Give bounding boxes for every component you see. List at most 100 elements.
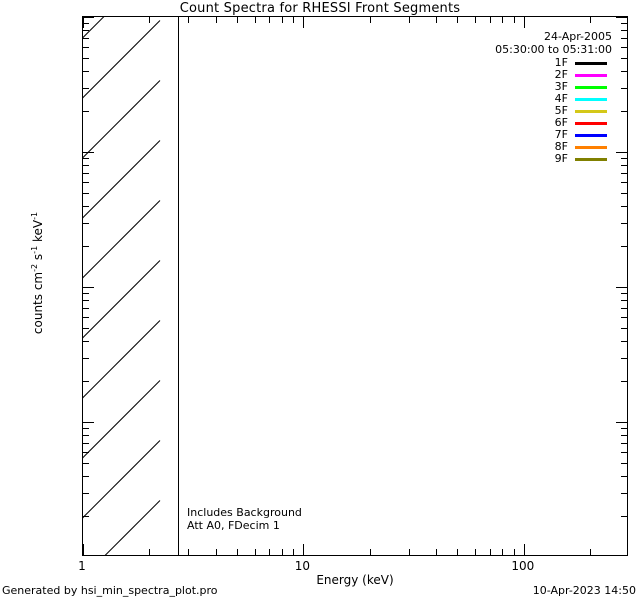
legend-color-swatch xyxy=(575,145,607,149)
legend-item-7f[interactable]: 7F xyxy=(404,129,620,141)
y-minor-tick xyxy=(83,492,89,494)
hatched-region-edge xyxy=(178,17,179,555)
legend-item-5f[interactable]: 5F xyxy=(404,105,620,117)
x-minor-tick xyxy=(474,549,476,555)
legend-item-2f[interactable]: 2F xyxy=(404,69,620,81)
y-minor-tick xyxy=(83,428,89,430)
legend-label: 1F xyxy=(554,56,568,69)
legend-color-swatch xyxy=(575,109,607,113)
plot-area: Includes Background Att A0, FDecim 1 xyxy=(82,16,628,556)
y-minor-tick xyxy=(83,222,89,224)
y-minor-tick xyxy=(83,442,89,444)
y-minor-tick xyxy=(83,37,89,39)
legend-label: 4F xyxy=(554,92,568,105)
y-minor-tick xyxy=(83,192,89,194)
y-minor-tick xyxy=(621,316,627,318)
y-minor-tick xyxy=(83,462,89,464)
x-tick-label: 1 xyxy=(78,559,86,573)
legend-item-3f[interactable]: 3F xyxy=(404,81,620,93)
legend-color-swatch xyxy=(575,85,607,89)
y-minor-tick xyxy=(621,462,627,464)
y-minor-tick xyxy=(83,165,89,167)
legend-color-swatch xyxy=(575,97,607,101)
observation-date: 24-Apr-2005 xyxy=(543,30,612,43)
x-minor-tick xyxy=(254,17,256,23)
footer-generated-by: Generated by hsi_min_spectra_plot.pro xyxy=(2,584,218,597)
legend-color-swatch xyxy=(575,61,607,65)
y-minor-tick xyxy=(621,181,627,183)
x-major-tick xyxy=(83,17,84,28)
x-minor-tick xyxy=(369,549,371,555)
y-minor-tick xyxy=(621,23,627,25)
chart-title: Count Spectra for RHESSI Front Segments xyxy=(179,1,461,16)
legend-item-6f[interactable]: 6F xyxy=(404,117,620,129)
y-major-tick xyxy=(83,287,94,288)
y-minor-tick xyxy=(621,70,627,72)
x-minor-tick xyxy=(513,549,515,555)
y-minor-tick xyxy=(621,246,627,248)
x-minor-tick xyxy=(149,17,151,23)
y-axis-exp-1: -2 xyxy=(30,263,39,272)
legend-label: 5F xyxy=(554,104,568,117)
y-minor-tick xyxy=(83,46,89,48)
y-minor-tick xyxy=(621,46,627,48)
x-minor-tick xyxy=(282,17,284,23)
y-minor-tick xyxy=(621,327,627,329)
y-minor-tick xyxy=(621,357,627,359)
hatch-line xyxy=(83,17,161,138)
y-minor-tick xyxy=(83,87,89,89)
legend-item-4f[interactable]: 4F xyxy=(404,93,620,105)
x-minor-tick xyxy=(293,549,295,555)
hatched-excluded-region xyxy=(83,17,179,555)
x-minor-tick xyxy=(188,17,190,23)
y-minor-tick xyxy=(83,57,89,59)
y-minor-tick xyxy=(83,70,89,72)
hatch-line xyxy=(83,17,161,258)
y-minor-tick xyxy=(83,381,89,383)
x-minor-tick xyxy=(269,549,271,555)
hatch-line xyxy=(83,320,161,555)
y-minor-tick xyxy=(621,428,627,430)
legend-item-8f[interactable]: 8F xyxy=(404,141,620,153)
y-minor-tick xyxy=(621,340,627,342)
legend-color-swatch xyxy=(575,133,607,137)
y-minor-tick xyxy=(83,172,89,174)
x-minor-tick xyxy=(237,549,239,555)
y-minor-tick xyxy=(83,181,89,183)
legend-label: 9F xyxy=(554,152,568,165)
legend-color-swatch xyxy=(575,73,607,77)
y-minor-tick xyxy=(83,451,89,453)
y-minor-tick xyxy=(83,340,89,342)
hatch-line xyxy=(83,20,161,318)
x-major-tick xyxy=(303,544,305,555)
x-minor-tick xyxy=(513,17,515,23)
legend-label: 7F xyxy=(554,128,568,141)
x-minor-tick xyxy=(237,17,239,23)
y-minor-tick xyxy=(83,475,89,477)
x-minor-tick xyxy=(489,549,491,555)
x-minor-tick xyxy=(269,17,271,23)
y-minor-tick xyxy=(83,316,89,318)
legend-item-9f[interactable]: 9F xyxy=(404,153,620,165)
y-minor-tick xyxy=(621,87,627,89)
y-minor-tick xyxy=(83,516,89,518)
x-major-tick xyxy=(523,17,525,28)
legend: 24-Apr-2005 05:30:00 to 05:31:00 1F 2F 3F 4… xyxy=(404,30,620,165)
observation-time-range: 05:30:00 to 05:31:00 xyxy=(495,43,612,56)
hatch-line xyxy=(83,200,161,498)
annotation-includes-background: Includes Background xyxy=(187,506,302,519)
y-minor-tick xyxy=(83,205,89,207)
plot-annotations: Includes Background Att A0, FDecim 1 xyxy=(187,506,302,532)
y-minor-tick xyxy=(83,111,89,113)
y-axis-exp-3: -1 xyxy=(30,211,39,220)
y-minor-tick xyxy=(621,57,627,59)
y-major-tick xyxy=(616,422,627,423)
legend-item-1f[interactable]: 1F xyxy=(404,57,620,69)
legend-color-swatch xyxy=(575,121,607,125)
hatch-line xyxy=(83,500,161,555)
x-minor-tick xyxy=(436,549,438,555)
y-major-tick xyxy=(616,152,627,153)
x-major-tick xyxy=(83,544,84,555)
y-minor-tick xyxy=(83,293,89,295)
